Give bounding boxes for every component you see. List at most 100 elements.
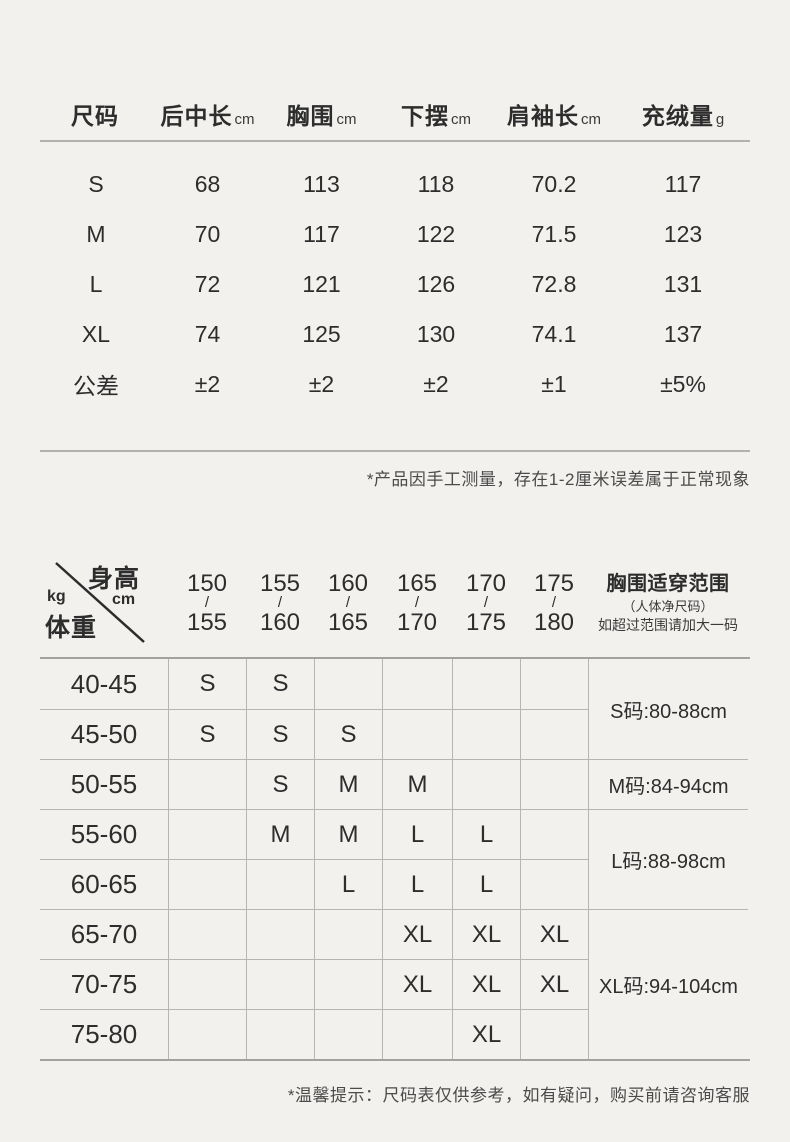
table-row: XL 74 125 130 74.1 137: [40, 309, 750, 359]
measurement-value: 131: [663, 270, 703, 297]
measurement-value: 68: [194, 170, 221, 197]
fit-cell: M: [246, 809, 314, 859]
column-header-chest: 胸围 cm: [263, 97, 380, 131]
table-row: S 68 113 118 70.2 117: [40, 159, 750, 209]
fit-cell: [520, 659, 588, 709]
fit-cell: [168, 959, 246, 1009]
slash: /: [483, 594, 489, 611]
height-to: 170: [396, 609, 438, 636]
measurement-value: 121: [302, 270, 341, 297]
measurement-value: 71.5: [531, 220, 577, 247]
fit-cell: M: [382, 759, 452, 809]
slash: /: [551, 594, 557, 611]
size-range-l: L码:88-98cm: [588, 809, 748, 909]
measurement-value: 70: [194, 220, 221, 247]
divider-line: [40, 450, 750, 452]
height-from: 175: [533, 570, 575, 597]
fit-cell: [246, 959, 314, 1009]
height-column-header: 165 / 170: [382, 571, 452, 635]
fit-cell: [314, 959, 382, 1009]
fit-cell: XL: [520, 909, 588, 959]
column-header-unit: cm: [581, 111, 601, 128]
fit-cell: [314, 909, 382, 959]
column-header-label: 充绒量: [641, 103, 714, 129]
table-row: M 70 117 122 71.5 123: [40, 209, 750, 259]
fit-cell: M: [314, 759, 382, 809]
measurement-value: 123: [663, 220, 703, 247]
column-header-unit: cm: [234, 111, 255, 128]
fit-cell: S: [246, 659, 314, 709]
column-header-label: 胸围: [286, 103, 335, 129]
size-label: XL: [81, 320, 111, 347]
height-column-header: 160 / 165: [314, 571, 382, 635]
fit-cell: L: [452, 859, 520, 909]
fit-cell: [314, 1009, 382, 1059]
column-header-down-fill: 充绒量 g: [616, 97, 750, 131]
tolerance-value: ±2: [308, 370, 335, 397]
height-column-header: 150 / 155: [168, 571, 246, 635]
fit-cell: [452, 659, 520, 709]
fit-cell: XL: [382, 959, 452, 1009]
slash: /: [277, 594, 283, 611]
column-header-label: 下摆: [401, 103, 449, 129]
weight-label: 体重: [45, 614, 98, 642]
height-column-header: 175 / 180: [520, 571, 588, 635]
height-column-header: 170 / 175: [452, 571, 520, 635]
fit-table-header: 身高 cm kg 体重 150 / 155 155 / 160 160 / 16…: [40, 547, 750, 659]
weight-row-label: 70-75: [40, 959, 168, 1009]
weight-row-label: 60-65: [40, 859, 168, 909]
height-to: 160: [259, 609, 301, 636]
measurement-table-body: S 68 113 118 70.2 117 M 70 117 122 71.5 …: [40, 142, 750, 409]
height-to: 165: [327, 609, 369, 636]
fit-table-note: *温馨提示：尺码表仅供参考，如有疑问，购买前请咨询客服: [287, 1086, 750, 1105]
measurement-value: 74.1: [531, 320, 577, 347]
size-label: S: [88, 170, 104, 197]
measurement-value: 125: [302, 320, 341, 347]
height-to: 180: [533, 609, 575, 636]
measurement-value: 126: [416, 270, 456, 297]
height-to: 155: [186, 609, 228, 636]
measurement-value: 74: [194, 320, 221, 347]
column-header-label: 尺码: [71, 103, 119, 129]
column-header-back-length: 后中长 cm: [152, 97, 263, 131]
fit-cell: [246, 1009, 314, 1059]
height-from: 165: [396, 570, 438, 597]
fit-cell: L: [382, 809, 452, 859]
measurement-value: 130: [416, 320, 456, 347]
size-range-xl: XL码:94-104cm: [588, 909, 748, 1059]
height-from: 170: [465, 570, 507, 597]
fit-cell: [382, 709, 452, 759]
measurement-value: 70.2: [531, 170, 577, 197]
chest-range-hint: 如超过范围请加大一码: [598, 617, 738, 633]
fit-cell: XL: [452, 909, 520, 959]
column-header-size: 尺码: [40, 97, 152, 131]
column-header-hem: 下摆 cm: [380, 97, 492, 131]
tolerance-value: ±2: [194, 370, 221, 397]
fit-cell: S: [168, 709, 246, 759]
column-header-unit: cm: [336, 111, 357, 128]
fit-cell: [168, 859, 246, 909]
measurement-value: 137: [663, 320, 703, 347]
fit-cell: L: [452, 809, 520, 859]
column-header-label: 后中长: [160, 103, 233, 129]
measurement-value: 117: [303, 220, 340, 247]
chest-range-title: 胸围适穿范围: [606, 573, 730, 595]
weight-row-label: 50-55: [40, 759, 168, 809]
column-header-label: 肩袖长: [507, 103, 579, 129]
slash: /: [204, 594, 210, 611]
measurement-note: *产品因手工测量，存在1-2厘米误差属于正常现象: [366, 470, 750, 489]
chest-range-subtitle: （人体净尺码）: [622, 599, 714, 614]
fit-cell: S: [168, 659, 246, 709]
measurement-value: 117: [664, 170, 702, 197]
fit-cell: [246, 909, 314, 959]
column-header-unit: cm: [451, 111, 471, 128]
fit-cell: [452, 709, 520, 759]
height-to: 175: [465, 609, 507, 636]
measurement-value: 118: [417, 170, 455, 197]
chest-range-header: 胸围适穿范围 （人体净尺码） 如超过范围请加大一码: [588, 571, 748, 635]
fit-cell: [520, 759, 588, 809]
fit-cell: M: [314, 809, 382, 859]
fit-cell: [246, 859, 314, 909]
fit-table-body: 40-45 S S S码:80-88cm 45-50 S S S 50-55 S…: [40, 659, 750, 1061]
